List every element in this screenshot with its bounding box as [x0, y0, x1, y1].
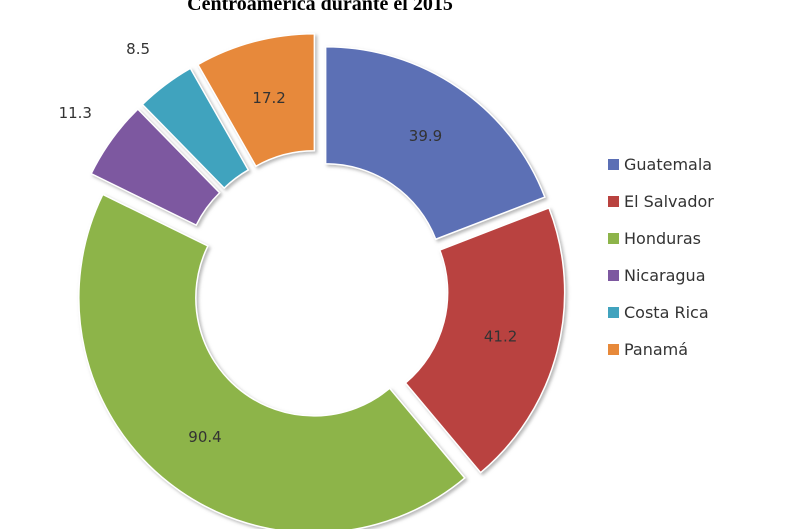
legend-label: Panamá [624, 340, 688, 359]
legend-swatch [608, 233, 619, 244]
data-label: 8.5 [126, 40, 150, 58]
donut-slice [78, 193, 466, 529]
legend-label: Costa Rica [624, 303, 709, 322]
donut-slice [141, 67, 250, 190]
donut-slice [324, 46, 546, 241]
data-label: 39.9 [409, 127, 442, 145]
legend-label: Guatemala [624, 155, 712, 174]
data-label: 11.3 [59, 104, 92, 122]
donut-slice [90, 108, 221, 227]
legend-swatch [608, 270, 619, 281]
data-label: 90.4 [188, 428, 221, 446]
legend-label: Nicaragua [624, 266, 706, 285]
legend-label: Honduras [624, 229, 701, 248]
donut-slice [404, 206, 566, 474]
chart-title: Centroamérica durante el 2015 [187, 0, 453, 15]
legend-swatch [608, 196, 619, 207]
donut-slice [196, 32, 316, 168]
legend-swatch [608, 344, 619, 355]
data-label: 41.2 [484, 328, 517, 346]
legend-swatch [608, 159, 619, 170]
legend-label: El Salvador [624, 192, 714, 211]
legend-swatch [608, 307, 619, 318]
data-label: 17.2 [252, 89, 285, 107]
